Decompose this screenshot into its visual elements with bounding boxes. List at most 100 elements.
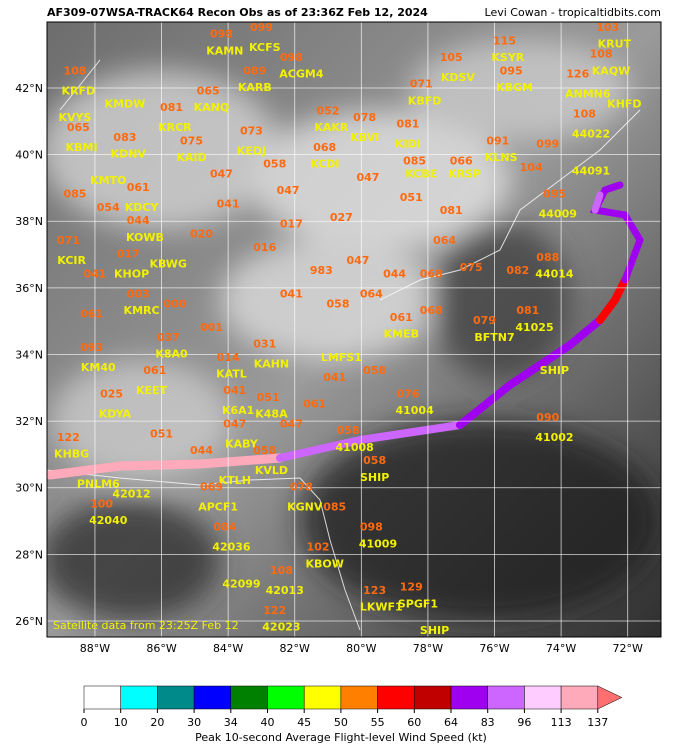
station-label: KMTO: [90, 174, 126, 187]
station-label: KDSV: [441, 71, 476, 84]
obs-label: 051: [400, 191, 423, 204]
station-label: KARB: [238, 81, 272, 94]
station-label: KBFD: [408, 94, 442, 107]
x-tick-label: 88°W: [80, 642, 110, 655]
obs-label: 081: [160, 101, 183, 114]
colorbar-tick-label: 30: [187, 716, 201, 729]
station-label: 44022: [572, 128, 610, 141]
obs-label: 095: [500, 64, 523, 77]
colorbar-swatch: [414, 685, 452, 710]
obs-label: 093: [80, 341, 103, 354]
obs-label: 061: [143, 364, 166, 377]
station-label: KAKR: [314, 121, 349, 134]
obs-label: 129: [400, 581, 423, 594]
obs-label: 100: [90, 497, 113, 510]
obs-label: 025: [100, 387, 123, 400]
map-frame: [46, 21, 662, 638]
station-label: KTLH: [219, 474, 251, 487]
station-label: BFTN7: [474, 331, 514, 344]
colorbar-tick-label: 45: [297, 716, 311, 729]
flight-track: [47, 181, 644, 480]
station-label: KRSP: [448, 168, 481, 181]
obs-label: 058: [337, 424, 360, 437]
colorbar-tick-label: 0: [81, 716, 88, 729]
station-label: KVYS: [59, 111, 92, 124]
station-label: ANMN6: [565, 88, 611, 101]
obs-label: 068: [420, 304, 443, 317]
station-label: ACGM4: [279, 68, 324, 81]
satellite-note: Satellite data from 23:25Z Feb 12: [53, 619, 239, 632]
obs-label: 047: [223, 417, 246, 430]
station-label: 42036: [212, 541, 251, 554]
obs-label: 037: [157, 331, 180, 344]
station-label: KEDJ: [237, 144, 266, 157]
station-label: KAQW: [592, 64, 631, 77]
obs-label: 066: [450, 154, 473, 167]
obs-label: 041: [83, 268, 106, 281]
station-label: KHOP: [114, 268, 149, 281]
station-label: KBWG: [149, 258, 186, 271]
obs-label: 020: [190, 228, 213, 241]
station-label: 42023: [262, 621, 300, 634]
x-tick-label: 72°W: [613, 642, 643, 655]
obs-label: 079: [473, 314, 496, 327]
colorbar-tick-label: 137: [587, 716, 608, 729]
obs-label: 047: [357, 171, 380, 184]
y-tick-label: 32°N: [15, 415, 43, 428]
x-tick-label: 84°W: [213, 642, 243, 655]
obs-label: 027: [330, 211, 353, 224]
obs-label: 085: [403, 154, 426, 167]
y-tick-label: 40°N: [15, 149, 43, 162]
obs-label: 083: [113, 131, 136, 144]
obs-label: 000: [163, 298, 186, 311]
colorbar-extend: [597, 685, 623, 710]
x-tick-label: 74°W: [546, 642, 576, 655]
station-label: KSYR: [491, 51, 524, 64]
obs-label: 108: [573, 108, 596, 121]
obs-label: 014: [217, 351, 240, 364]
obs-label: 047: [277, 184, 300, 197]
station-label: KVLD: [255, 464, 288, 477]
colorbar-swatch: [560, 685, 599, 710]
station-label: KAMN: [206, 44, 243, 57]
station-label: 42012: [112, 487, 150, 500]
station-label: KAID: [176, 151, 206, 164]
colorbar-swatch: [193, 685, 232, 710]
x-tick-label: 86°W: [146, 642, 176, 655]
obs-label: 091: [486, 134, 509, 147]
station-label: 44009: [539, 208, 577, 221]
colorbar-tick-label: 60: [407, 716, 421, 729]
colorbar-swatch: [303, 685, 342, 710]
obs-label: 031: [253, 337, 276, 350]
station-label: KAHN: [254, 357, 289, 370]
obs-label: 041: [280, 288, 303, 301]
colorbar-tick-label: 34: [224, 716, 238, 729]
obs-label: 108: [63, 64, 86, 77]
obs-label: 003: [127, 288, 150, 301]
obs-label: 058: [253, 444, 276, 457]
station-label: KCDI: [310, 158, 339, 171]
station-label: 41008: [336, 441, 374, 454]
station-label: KGNV: [287, 501, 323, 514]
station-label: KDYA: [99, 407, 132, 420]
obs-label: 078: [353, 111, 376, 124]
obs-label: 047: [210, 168, 233, 181]
station-label: KBGM: [496, 81, 533, 94]
station-label: KDNV: [111, 148, 147, 161]
colorbar-tick-label: 64: [444, 716, 458, 729]
obs-label: 071: [57, 234, 80, 247]
obs-label: 102: [307, 541, 330, 554]
station-label: 41025: [515, 321, 553, 334]
station-label: KOWB: [126, 231, 164, 244]
x-tick-label: 76°W: [479, 642, 509, 655]
obs-label: 041: [223, 384, 246, 397]
station-label: KATL: [216, 367, 247, 380]
obs-label: 075: [460, 261, 483, 274]
obs-label: 061: [127, 181, 150, 194]
station-label: 42040: [89, 514, 128, 527]
obs-label: 047: [280, 417, 303, 430]
colorbar-swatch: [230, 685, 268, 710]
obs-label: 054: [97, 201, 120, 214]
obs-label: 016: [253, 241, 276, 254]
